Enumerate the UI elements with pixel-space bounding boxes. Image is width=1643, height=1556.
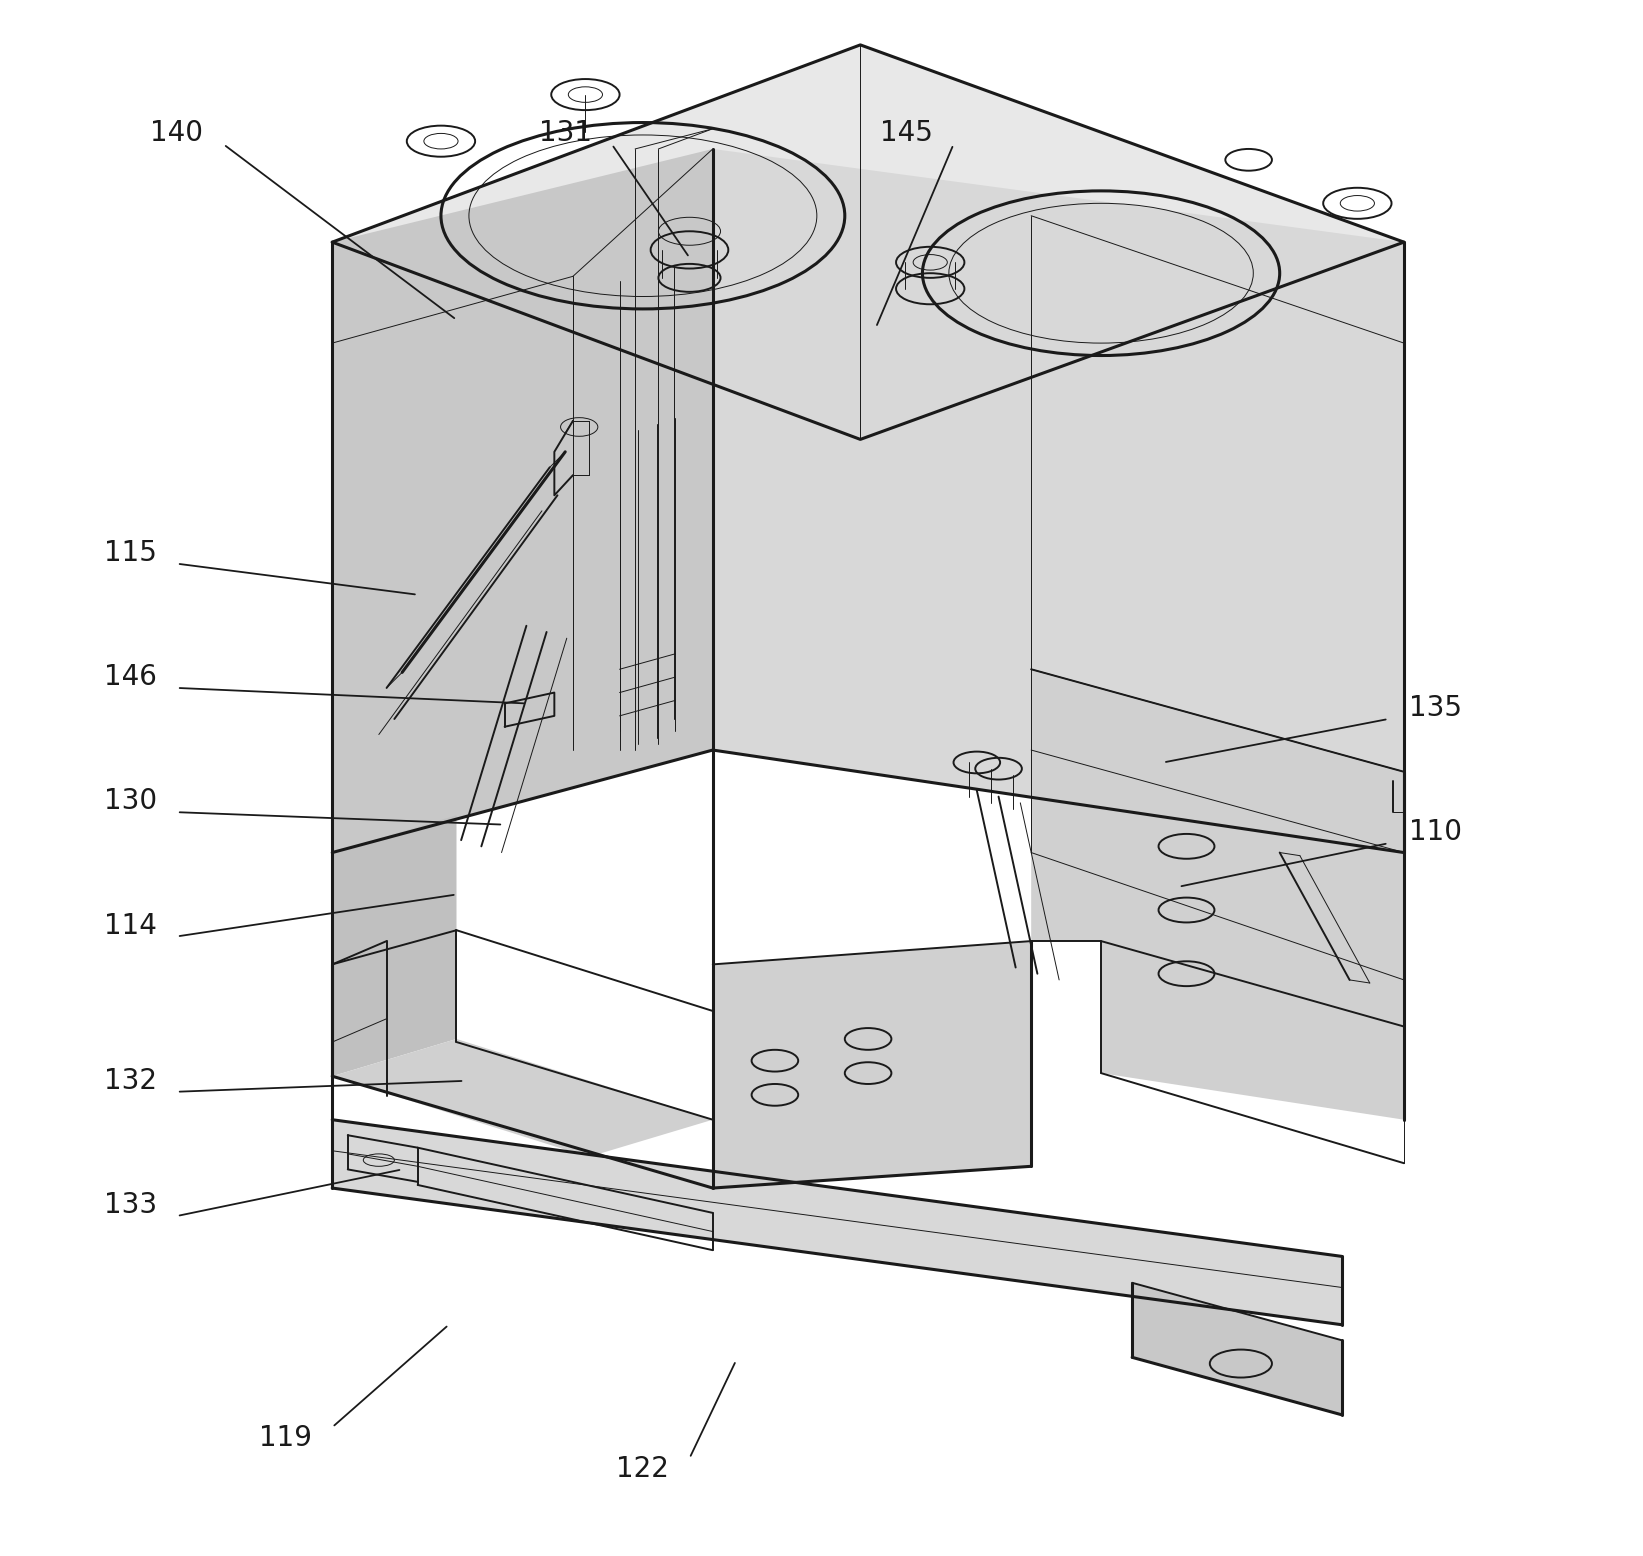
- Polygon shape: [332, 149, 713, 853]
- Text: 132: 132: [104, 1067, 156, 1095]
- Polygon shape: [1132, 1282, 1342, 1414]
- Text: 114: 114: [104, 912, 156, 940]
- Polygon shape: [713, 941, 1032, 1189]
- Text: 130: 130: [104, 787, 156, 815]
- Text: 145: 145: [881, 120, 933, 148]
- Polygon shape: [713, 149, 1405, 853]
- Polygon shape: [332, 45, 1405, 439]
- Text: 140: 140: [151, 120, 204, 148]
- Text: 131: 131: [539, 120, 591, 148]
- Text: 122: 122: [616, 1455, 669, 1483]
- Polygon shape: [1032, 669, 1405, 1120]
- Polygon shape: [332, 1120, 1342, 1324]
- Text: 110: 110: [1408, 818, 1462, 846]
- Polygon shape: [332, 1039, 713, 1158]
- Text: 133: 133: [104, 1192, 156, 1220]
- Text: 119: 119: [260, 1424, 312, 1452]
- Text: 115: 115: [104, 538, 156, 566]
- Text: 135: 135: [1408, 694, 1462, 722]
- Text: 146: 146: [104, 663, 156, 691]
- Polygon shape: [332, 815, 457, 1077]
